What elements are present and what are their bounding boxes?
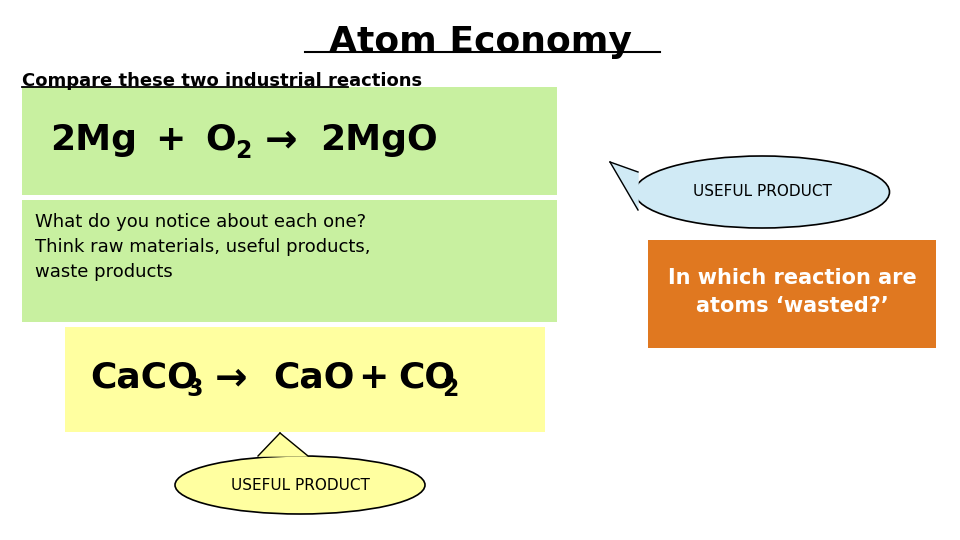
Polygon shape bbox=[610, 162, 638, 210]
Text: 2: 2 bbox=[235, 139, 252, 163]
Text: 3: 3 bbox=[186, 377, 203, 401]
FancyBboxPatch shape bbox=[22, 87, 557, 195]
Polygon shape bbox=[258, 433, 308, 456]
Text: 2: 2 bbox=[442, 377, 458, 401]
Text: O: O bbox=[205, 123, 236, 157]
Text: USEFUL PRODUCT: USEFUL PRODUCT bbox=[230, 477, 370, 492]
Text: 2MgO: 2MgO bbox=[320, 123, 438, 157]
Text: +: + bbox=[358, 361, 389, 395]
Text: Atom Economy: Atom Economy bbox=[328, 25, 632, 59]
Text: In which reaction are
atoms ‘wasted?’: In which reaction are atoms ‘wasted?’ bbox=[667, 268, 917, 316]
Ellipse shape bbox=[175, 456, 425, 514]
FancyBboxPatch shape bbox=[65, 327, 545, 432]
Text: CO: CO bbox=[398, 361, 455, 395]
Text: Think raw materials, useful products,
waste products: Think raw materials, useful products, wa… bbox=[35, 238, 371, 281]
FancyBboxPatch shape bbox=[648, 240, 936, 348]
Text: CaCO: CaCO bbox=[90, 361, 198, 395]
Text: USEFUL PRODUCT: USEFUL PRODUCT bbox=[692, 185, 831, 199]
Text: Compare these two industrial reactions: Compare these two industrial reactions bbox=[22, 72, 422, 90]
Text: →: → bbox=[265, 121, 298, 159]
Text: What do you notice about each one?: What do you notice about each one? bbox=[35, 213, 366, 231]
Text: CaO: CaO bbox=[273, 361, 354, 395]
Text: 2Mg: 2Mg bbox=[50, 123, 137, 157]
Text: →: → bbox=[215, 359, 248, 397]
Text: +: + bbox=[155, 123, 185, 157]
Ellipse shape bbox=[635, 156, 890, 228]
FancyBboxPatch shape bbox=[22, 200, 557, 322]
